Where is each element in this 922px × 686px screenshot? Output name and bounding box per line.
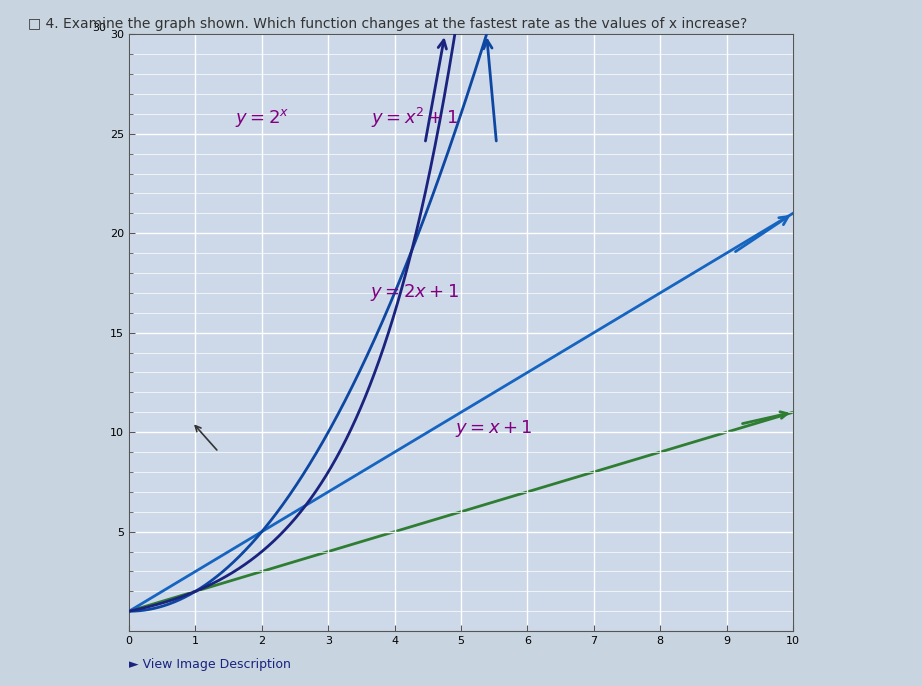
Text: $y=2x+1$: $y=2x+1$ <box>370 283 459 303</box>
Text: $y=2^x$: $y=2^x$ <box>234 107 290 129</box>
Text: $y=x^2+1$: $y=x^2+1$ <box>371 106 458 130</box>
Text: $y=x+1$: $y=x+1$ <box>455 418 533 439</box>
Text: □ 4. Examine the graph shown. Which function changes at the fastest rate as the : □ 4. Examine the graph shown. Which func… <box>28 17 747 31</box>
Text: ► View Image Description: ► View Image Description <box>129 658 291 671</box>
Text: 30: 30 <box>92 23 106 34</box>
